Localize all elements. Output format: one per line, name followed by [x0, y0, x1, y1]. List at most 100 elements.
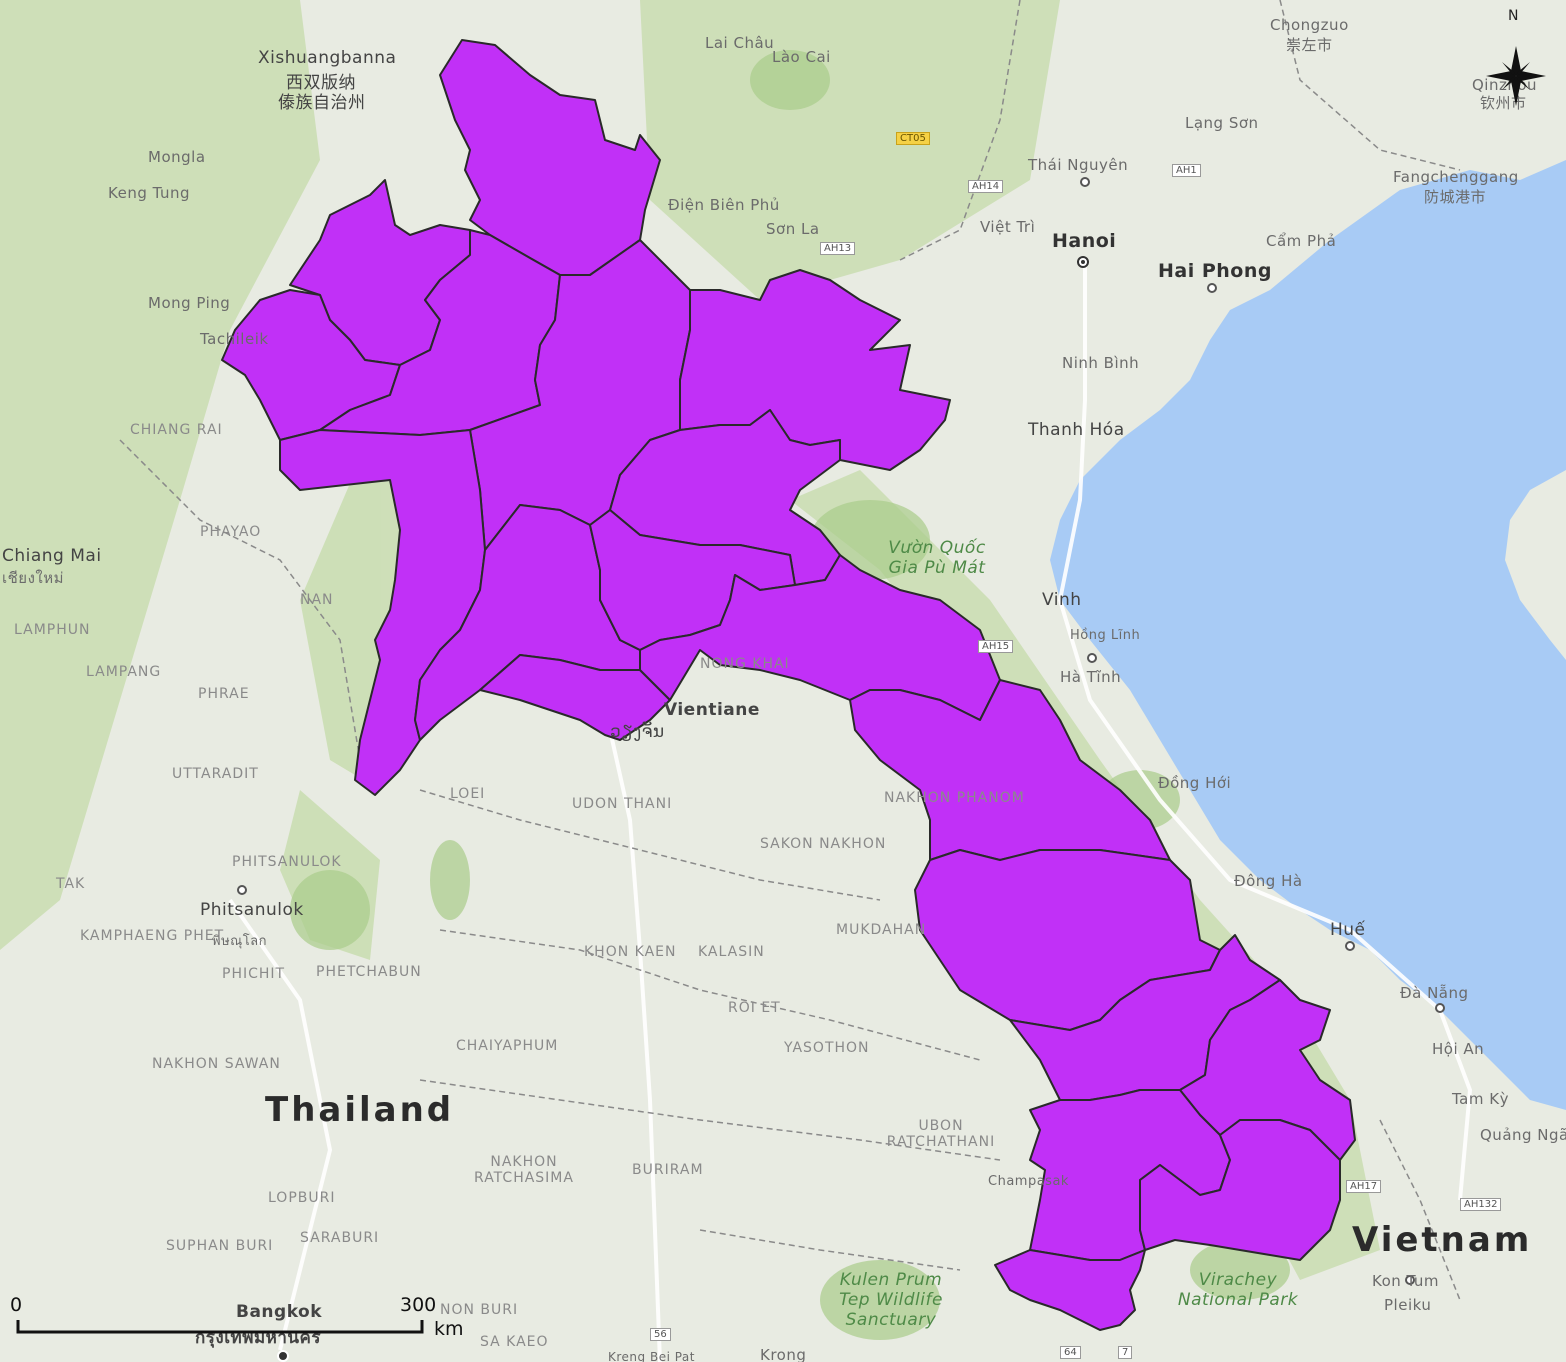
- city-label-tachileik: Tachileik: [200, 330, 269, 348]
- road-shield-ah1: AH1: [1172, 164, 1201, 177]
- province-label-nakhonratchasima: NAKHON RATCHASIMA: [474, 1154, 574, 1186]
- region-xayabury[interactable]: [279, 429, 486, 796]
- city-label-chongzuo: Chongzuo: [1270, 16, 1349, 34]
- road-shield-64: 64: [1060, 1346, 1081, 1359]
- admin-borders: [119, 0, 1461, 1301]
- road-shield-ct05: CT05: [896, 132, 930, 145]
- province-label-roiet: ROI ET: [728, 1000, 781, 1016]
- city-label-hoian: Hội An: [1432, 1040, 1485, 1058]
- province-label-phrae: PHRAE: [198, 686, 250, 702]
- province-label-yasothon: YASOTHON: [784, 1040, 870, 1056]
- park-label-virachey: Virachey National Park: [1177, 1270, 1299, 1310]
- province-label-udonthani: UDON THANI: [572, 796, 673, 812]
- province-label-nakhonsawan: NAKHON SAWAN: [152, 1056, 281, 1072]
- city-label-mongping: Mong Ping: [148, 294, 231, 312]
- north-arrow-label: N: [1508, 8, 1519, 24]
- city-label-donghoi: Đồng Hới: [1158, 774, 1232, 792]
- park-label-puhat: Vườn Quốc Gia Pù Mát: [888, 538, 986, 578]
- province-label-nakhonphanom: NAKHON PHANOM: [884, 790, 1025, 806]
- city-label-laocai: Lào Cai: [772, 48, 831, 66]
- city-label-krongbei: Kreng Bei Pat: [608, 1350, 695, 1362]
- province-label-ubon: UBON RATCHATHANI: [886, 1118, 996, 1150]
- city-label-ninhbinh: Ninh Bình: [1062, 354, 1140, 372]
- city-label-quangngai: Quảng Ngãi: [1480, 1126, 1566, 1144]
- province-label-loei: LOEI: [450, 786, 486, 802]
- province-label-nonthaburi: NON BURI: [440, 1302, 519, 1318]
- city-label-tamky: Tam Kỳ: [1452, 1090, 1509, 1108]
- province-label-buriram: BURIRAM: [632, 1162, 704, 1178]
- province-label-chiangrai: CHIANG RAI: [130, 422, 223, 438]
- road-shield-56: 56: [650, 1328, 671, 1341]
- province-label-sakaeo: SA KAEO: [480, 1334, 549, 1350]
- city-label-bangkok: Bangkok: [236, 1302, 323, 1322]
- city-label-xishuangbanna-cn: 西双版纳: [286, 73, 356, 93]
- region-attapeu[interactable]: [1139, 1119, 1341, 1261]
- city-label-hatinh: Hà Tĩnh: [1060, 668, 1122, 686]
- road-shield-ah13: AH13: [820, 242, 856, 255]
- road-shield-ah17: AH17: [1346, 1180, 1382, 1193]
- city-label-dongha: Đông Hà: [1234, 872, 1303, 890]
- province-label-sakonnakhon: SAKON NAKHON: [760, 836, 887, 852]
- city-label-hongling: Hồng Lĩnh: [1070, 628, 1141, 643]
- city-label-viettri: Việt Trì: [980, 218, 1036, 236]
- country-label-vietnam: Vietnam: [1352, 1220, 1533, 1260]
- province-label-phayao: PHAYAO: [200, 524, 262, 540]
- highlighted-regions[interactable]: [221, 39, 1356, 1331]
- hainan-island: [1505, 470, 1566, 660]
- country-label-thailand: Thailand: [265, 1090, 455, 1130]
- road-shield-ah14: AH14: [968, 180, 1004, 193]
- province-label-nongkhai: NONG KHAI: [700, 656, 790, 672]
- city-label-krong: Krong: [760, 1346, 807, 1362]
- scale-bar-max-label: 300: [400, 1294, 437, 1316]
- province-label-kamphaengphet: KAMPHAENG PHET: [80, 928, 225, 944]
- province-label-chaiyaphum: CHAIYAPHUM: [456, 1038, 559, 1054]
- city-label-camphe: Cẩm Phả: [1266, 232, 1337, 250]
- road-shield-7: 7: [1118, 1346, 1133, 1359]
- road-shield-ah15: AH15: [978, 640, 1014, 653]
- city-label-danang: Đà Nẵng: [1400, 984, 1469, 1002]
- city-label-champasak: Champasak: [988, 1174, 1069, 1189]
- region-vientiane-capital[interactable]: [479, 654, 671, 741]
- province-label-saraburi: SARABURI: [300, 1230, 380, 1246]
- city-label-phitsanulok: Phitsanulok: [200, 900, 304, 920]
- gulf-of-tonkin: [1050, 160, 1566, 1110]
- city-label-hanoi: Hanoi: [1052, 230, 1117, 252]
- province-label-mukdahan: MUKDAHAN: [836, 922, 927, 938]
- province-label-kalasin: KALASIN: [698, 944, 765, 960]
- city-label-pleiku: Pleiku: [1384, 1296, 1432, 1314]
- city-label-thainguyen: Thái Nguyên: [1028, 156, 1129, 174]
- city-label-vientiane-lo: ວຽງຈັນ: [610, 722, 665, 742]
- city-label-laichau: Lai Châu: [705, 34, 775, 52]
- region-khammouane[interactable]: [849, 679, 1171, 861]
- province-label-tak: TAK: [56, 876, 86, 892]
- province-label-uttaradit: UTTARADIT: [172, 766, 259, 782]
- region-bolikhamxai[interactable]: [639, 554, 1001, 721]
- region-south-lower[interactable]: [994, 1249, 1146, 1331]
- city-label-chiangmai-th: เชียงใหม่: [2, 569, 65, 587]
- scale-bar: [16, 1320, 424, 1334]
- road-shield-ah132: AH132: [1460, 1198, 1502, 1211]
- city-label-dienbienphu: Điện Biên Phủ: [668, 196, 780, 214]
- province-label-suphanburi: SUPHAN BURI: [166, 1238, 274, 1254]
- province-label-phitsanulok: PHITSANULOK: [232, 854, 342, 870]
- province-label-khonkaen: KHON KAEN: [584, 944, 677, 960]
- city-label-vinh: Vinh: [1042, 590, 1082, 610]
- province-label-lamphun: LAMPHUN: [14, 622, 91, 638]
- region-bokeo[interactable]: [221, 289, 401, 441]
- province-label-nan: NAN: [300, 592, 334, 608]
- city-label-vientiane: Vientiane: [664, 700, 760, 720]
- scale-bar-unit-label: km: [434, 1318, 464, 1340]
- city-label-langson: Lạng Sơn: [1185, 114, 1259, 132]
- city-label-sonla: Sơn La: [766, 220, 820, 238]
- city-label-haiphong: Hai Phong: [1158, 260, 1272, 282]
- city-label-kengtung: Keng Tung: [108, 184, 191, 202]
- province-label-phetchabun: PHETCHABUN: [316, 964, 422, 980]
- park-label-kulen: Kulen Prum Tep Wildlife Sanctuary: [839, 1270, 943, 1330]
- province-label-phichit: PHICHIT: [222, 966, 286, 982]
- city-label-xishuangbanna-cn2: 傣族自治州: [278, 93, 366, 113]
- city-label-chiangmai: Chiang Mai: [2, 546, 102, 566]
- province-label-lopburi: LOPBURI: [268, 1190, 336, 1206]
- city-markers: [237, 177, 1445, 1362]
